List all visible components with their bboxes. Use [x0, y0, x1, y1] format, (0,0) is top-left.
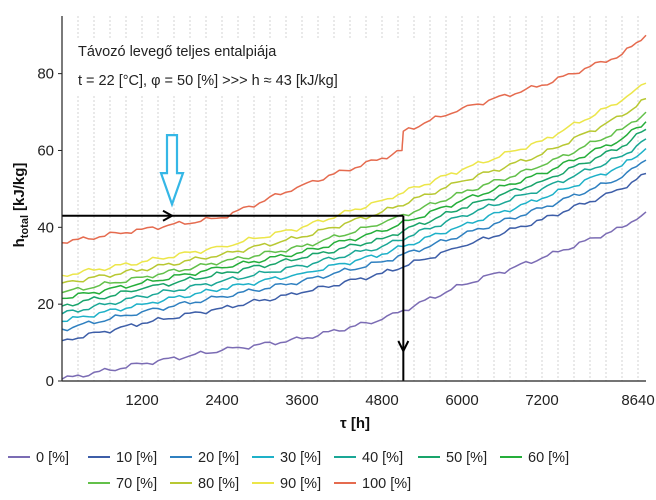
- legend-label: 0 [%]: [36, 450, 69, 466]
- series-line: [61, 211, 647, 380]
- series-line: [61, 111, 647, 294]
- series-line: [61, 82, 647, 278]
- legend-label: 70 [%]: [116, 476, 157, 492]
- down-arrow-icon: [159, 134, 185, 208]
- down-arrow-marker: [159, 134, 185, 208]
- annotation-line-1: Távozó levegő teljes entalpiája: [78, 44, 277, 60]
- x-tick-label: 2400: [205, 392, 238, 409]
- x-tick-label: 1200: [125, 392, 158, 409]
- y-tick-label: 80: [37, 66, 54, 83]
- y-tick-label: 0: [46, 373, 54, 390]
- series-line: [61, 159, 647, 332]
- reference-lines: [62, 209, 410, 381]
- legend-label: 100 [%]: [362, 476, 411, 492]
- legend-label: 50 [%]: [446, 450, 487, 466]
- y-axis-title-unit: [kJ/kg]: [11, 163, 28, 211]
- legend: 0 [%] 10 [%] 20 [%] 30 [%] 40 [%] 50 [%] 60 [%…: [8, 450, 569, 492]
- x-tick-label: 3600: [285, 392, 318, 409]
- series-line: [61, 148, 647, 323]
- legend-label: 90 [%]: [280, 476, 321, 492]
- annotation-box: [72, 38, 424, 96]
- x-tick-label: 6000: [445, 392, 478, 409]
- series-line: [61, 128, 647, 307]
- legend-label: 20 [%]: [198, 450, 239, 466]
- series-line: [61, 172, 647, 342]
- legend-label: 80 [%]: [198, 476, 239, 492]
- x-axis-title: τ [h]: [340, 415, 370, 432]
- legend-label: 40 [%]: [362, 450, 403, 466]
- x-tick-label: 7200: [525, 392, 558, 409]
- legend-label: 30 [%]: [280, 450, 321, 466]
- series-line: [61, 34, 647, 244]
- reference-arrowhead-right: [162, 209, 175, 222]
- annotation-line-2: t = 22 [°C], φ = 50 [%] >>> h ≈ 43 [kJ/k…: [78, 73, 338, 89]
- y-axis-title-main: h: [11, 238, 28, 247]
- y-axis-title-sub: total: [19, 215, 31, 238]
- x-tick-label: 8640: [621, 392, 654, 409]
- y-axis-title: htotal [kJ/kg]: [11, 163, 31, 248]
- x-tick-label: 4800: [365, 392, 398, 409]
- legend-label: 60 [%]: [528, 450, 569, 466]
- series-line: [61, 121, 647, 300]
- y-tick-label: 40: [37, 219, 54, 236]
- series-line: [61, 97, 647, 284]
- series-lines: [61, 34, 647, 380]
- reference-arrowhead-down: [397, 340, 410, 354]
- x-tick-labels: 1200 2400 3600 4800 6000 7200 8640: [125, 392, 654, 409]
- series-line: [61, 138, 647, 315]
- legend-label: 10 [%]: [116, 450, 157, 466]
- y-tick-labels: 0 20 40 60 80: [37, 66, 62, 390]
- y-tick-label: 60: [37, 142, 54, 159]
- y-tick-label: 20: [37, 296, 54, 313]
